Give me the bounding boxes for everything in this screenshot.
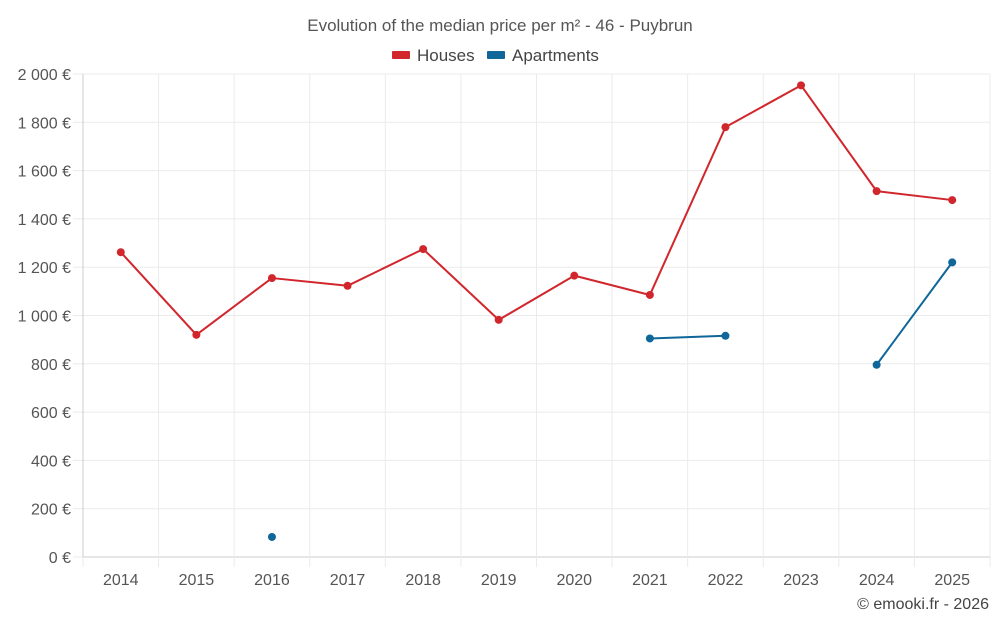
x-tick-label: 2014 <box>103 572 139 589</box>
x-tick-label: 2018 <box>405 572 441 589</box>
data-point-apartments[interactable] <box>948 258 957 267</box>
x-axis-ticks: 2014 2015 2016 2017 2018 2019 2020 2021 2022 2023… <box>103 572 970 589</box>
y-tick-label: 1 200 € <box>18 260 71 277</box>
credit-text: © emooki.fr - 2026 <box>857 596 989 613</box>
series-line-apartments <box>649 334 726 340</box>
x-tick-label: 2025 <box>934 572 970 589</box>
data-point-houses[interactable] <box>116 248 125 257</box>
data-point-houses[interactable] <box>419 245 428 254</box>
data-point-houses[interactable] <box>267 274 276 283</box>
grid <box>73 73 991 567</box>
y-tick-label: 400 € <box>31 453 71 470</box>
y-tick-label: 1 000 € <box>18 309 71 326</box>
x-tick-label: 2016 <box>254 572 290 589</box>
data-point-houses[interactable] <box>797 81 806 90</box>
y-tick-label: 600 € <box>31 405 71 422</box>
data-point-apartments[interactable] <box>645 334 654 343</box>
legend-swatch <box>392 51 410 59</box>
x-tick-label: 2020 <box>556 572 592 589</box>
x-tick-label: 2017 <box>330 572 366 589</box>
data-point-houses[interactable] <box>872 187 881 196</box>
legend-label: Houses <box>417 46 475 65</box>
data-point-houses[interactable] <box>192 330 201 339</box>
x-tick-label: 2015 <box>179 572 215 589</box>
data-point-apartments[interactable] <box>267 532 276 541</box>
x-tick-label: 2024 <box>859 572 895 589</box>
y-tick-label: 1 600 € <box>18 164 71 181</box>
y-tick-label: 1 800 € <box>18 115 71 132</box>
data-point-houses[interactable] <box>721 123 730 132</box>
x-tick-label: 2019 <box>481 572 517 589</box>
chart-title: Evolution of the median price per m² - 4… <box>307 16 693 35</box>
y-tick-label: 2 000 € <box>18 67 71 84</box>
data-point-apartments[interactable] <box>872 360 881 369</box>
data-point-houses[interactable] <box>570 271 579 280</box>
series-houses <box>116 81 957 339</box>
y-tick-label: 200 € <box>31 502 71 519</box>
x-tick-label: 2021 <box>632 572 668 589</box>
series-line-apartments <box>875 261 954 366</box>
y-axis-ticks: 0 € 200 € 400 € 600 € 800 € 1 000 € 1 200 € 1 4… <box>18 67 71 567</box>
x-tick-label: 2022 <box>708 572 744 589</box>
data-point-houses[interactable] <box>948 196 957 205</box>
legend-label: Apartments <box>512 46 599 65</box>
legend-swatch <box>487 51 505 59</box>
legend-item-apartments[interactable]: Apartments <box>487 46 599 65</box>
x-tick-label: 2023 <box>783 572 819 589</box>
y-tick-label: 800 € <box>31 357 71 374</box>
series-apartments <box>267 258 957 541</box>
data-point-apartments[interactable] <box>721 331 730 340</box>
data-point-houses[interactable] <box>343 281 352 290</box>
data-point-houses[interactable] <box>494 315 503 324</box>
legend: Houses Apartments <box>392 46 599 65</box>
data-point-houses[interactable] <box>645 290 654 299</box>
y-tick-label: 1 400 € <box>18 212 71 229</box>
series-line-houses <box>120 84 953 336</box>
series-layer <box>116 81 957 541</box>
y-tick-label: 0 € <box>49 550 71 567</box>
legend-item-houses[interactable]: Houses <box>392 46 475 65</box>
